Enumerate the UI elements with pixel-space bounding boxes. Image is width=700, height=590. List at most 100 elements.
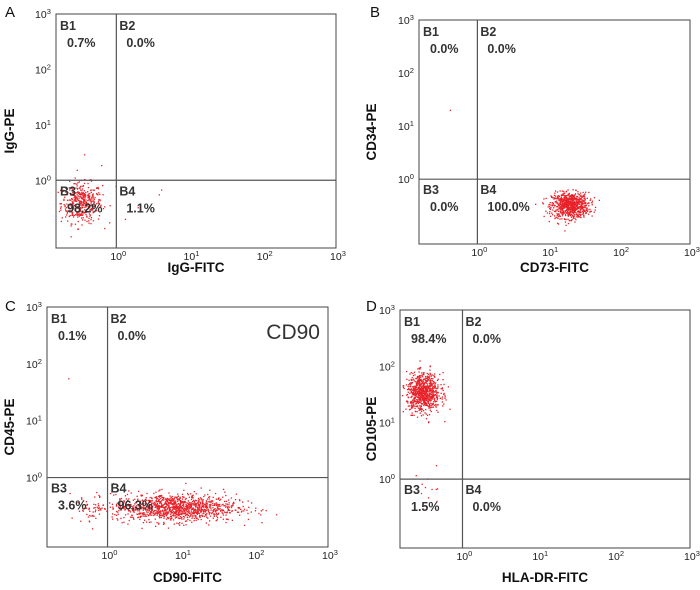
event-dot (176, 507, 178, 510)
event-dot (227, 499, 230, 501)
event-dot (186, 510, 188, 513)
event-dot (411, 388, 413, 390)
event-dot (178, 509, 180, 511)
event-dot (188, 503, 190, 505)
event-dot (559, 205, 561, 207)
event-dot (207, 517, 209, 519)
event-dot (184, 514, 187, 517)
event-dot (162, 513, 164, 515)
event-dot (88, 217, 90, 219)
event-dot (170, 496, 172, 498)
event-dot (129, 511, 132, 513)
event-dot (556, 196, 559, 198)
event-dot (411, 406, 413, 409)
event-dot (133, 518, 135, 520)
event-dot (166, 499, 168, 501)
event-dot (79, 201, 81, 203)
event-dot (135, 506, 137, 508)
event-dot (574, 209, 576, 211)
event-dot (567, 189, 569, 191)
quadrant-name-b3: B3 (404, 483, 420, 497)
tick-exponent: 1 (410, 119, 414, 128)
event-dot (126, 507, 128, 509)
event-dot (406, 389, 409, 391)
event-dot (424, 398, 426, 400)
event-dot (156, 507, 158, 509)
event-dot (569, 215, 572, 217)
y-tick-label: 101 (35, 118, 51, 132)
event-dot (73, 197, 75, 199)
event-dot (581, 207, 584, 209)
event-dot (84, 211, 86, 213)
event-dot (155, 505, 158, 507)
event-dot (182, 503, 185, 505)
event-dot (412, 405, 415, 407)
event-dot (168, 499, 170, 501)
event-dot (571, 197, 574, 199)
event-dot (437, 378, 439, 380)
event-dot (76, 205, 79, 208)
event-dot (91, 205, 93, 208)
event-dot (571, 202, 574, 204)
event-dot (176, 522, 178, 524)
event-dot (401, 395, 404, 397)
event-dot (91, 200, 93, 202)
event-dot (205, 514, 207, 517)
event-dot (561, 201, 563, 204)
event-dot (95, 509, 97, 511)
event-dot (423, 399, 425, 401)
event-dot (442, 372, 444, 374)
event-dot (225, 521, 227, 524)
event-dot (75, 198, 77, 200)
event-dot (179, 497, 181, 499)
event-dot (418, 375, 420, 377)
event-dot (73, 199, 75, 202)
event-dot (576, 216, 578, 218)
event-dot (426, 414, 429, 416)
event-dot (407, 396, 409, 398)
event-dot (60, 209, 62, 211)
event-dot (558, 215, 560, 217)
event-dot (415, 381, 417, 383)
event-dot (424, 393, 426, 395)
event-dot (433, 393, 435, 395)
event-dot (560, 195, 562, 197)
event-dot (218, 505, 220, 507)
event-dot (422, 400, 424, 402)
event-dot (74, 198, 76, 201)
event-dot (120, 508, 123, 510)
event-dot (203, 506, 205, 508)
event-dot (412, 405, 414, 407)
event-dot (204, 494, 206, 496)
event-dot (182, 504, 184, 506)
event-dot (127, 523, 129, 525)
event-dot (198, 513, 200, 515)
y-tick-label: 103 (26, 300, 42, 314)
event-dot (414, 405, 416, 407)
event-dot (75, 187, 77, 189)
event-dot (557, 208, 559, 210)
event-dot (433, 404, 435, 406)
event-dot (91, 208, 93, 210)
event-dot (224, 505, 226, 507)
event-dot (581, 202, 584, 204)
event-dot (275, 514, 278, 516)
event-dot (182, 502, 184, 504)
event-dot (428, 397, 431, 399)
event-dot (435, 405, 437, 407)
event-dot (419, 391, 421, 394)
event-dot (425, 404, 427, 406)
event-dot (560, 212, 563, 214)
event-dot (84, 197, 86, 199)
event-dot (150, 521, 152, 523)
event-dot (179, 510, 181, 512)
event-dot (409, 392, 411, 395)
event-dot (90, 198, 92, 200)
event-dot (189, 512, 191, 514)
tick-base: 10 (26, 302, 38, 314)
event-dot (153, 492, 155, 495)
event-dot (557, 195, 559, 197)
event-dot (553, 194, 556, 196)
event-dot (212, 509, 214, 511)
event-dot (69, 204, 71, 206)
